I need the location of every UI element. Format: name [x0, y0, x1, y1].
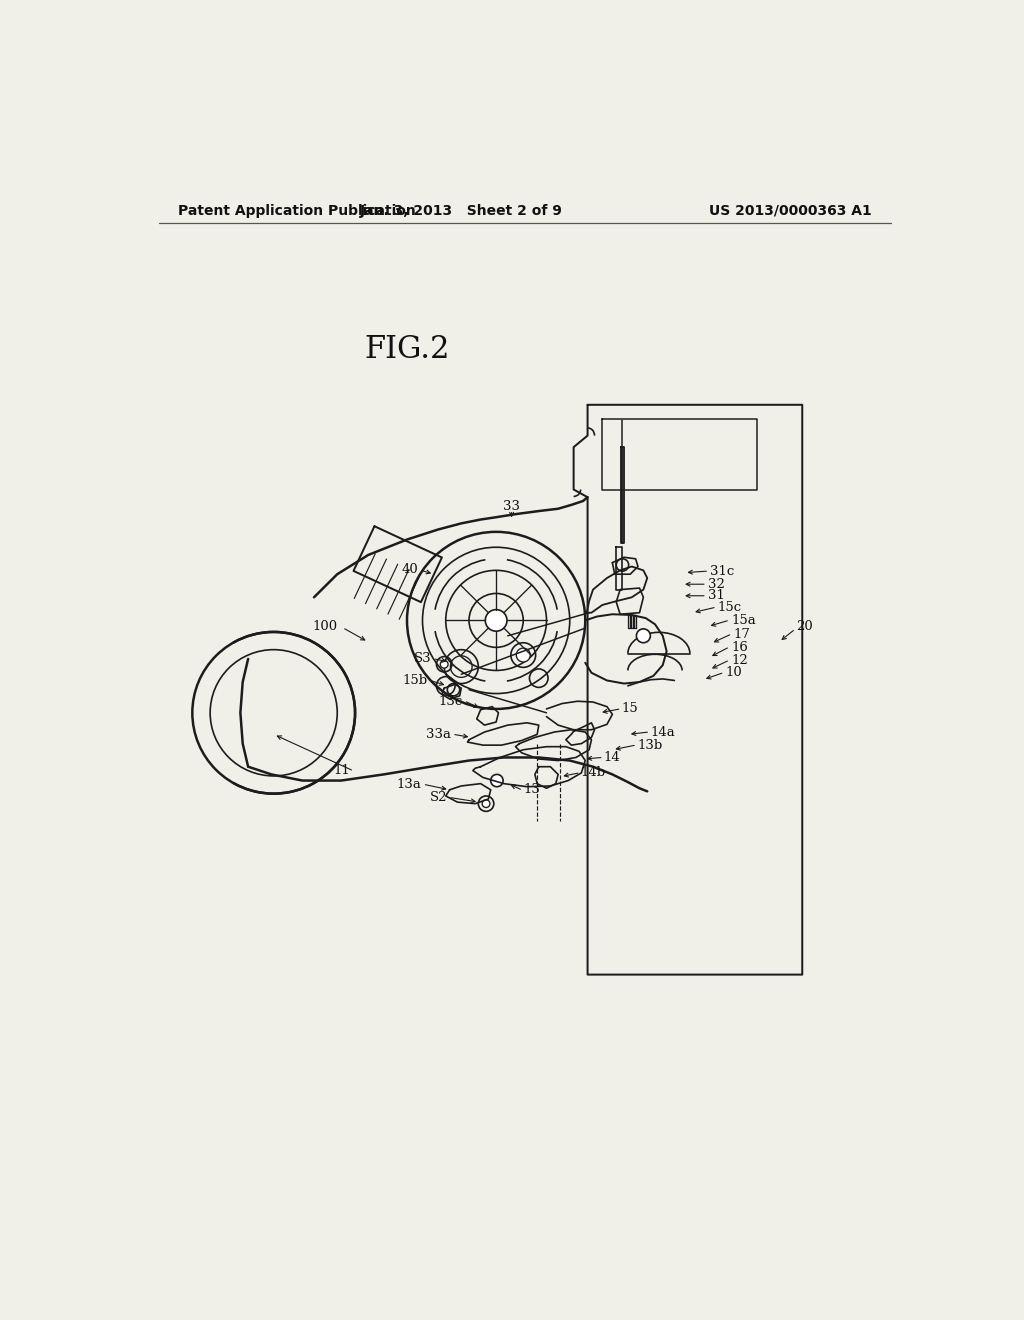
Text: 40: 40 — [401, 564, 419, 576]
Text: 20: 20 — [796, 620, 813, 634]
Text: 14a: 14a — [650, 726, 675, 739]
Circle shape — [482, 800, 489, 808]
Text: FIG.2: FIG.2 — [365, 334, 450, 364]
Text: 15: 15 — [622, 702, 638, 715]
Text: 13b: 13b — [637, 739, 663, 751]
Text: 32: 32 — [708, 578, 725, 591]
Text: 14b: 14b — [581, 767, 606, 779]
Text: 16: 16 — [731, 640, 748, 653]
Circle shape — [636, 628, 650, 643]
Text: 33a: 33a — [426, 727, 452, 741]
Circle shape — [485, 610, 507, 631]
Text: 100: 100 — [312, 620, 337, 634]
Circle shape — [490, 775, 503, 787]
Circle shape — [440, 660, 449, 668]
Text: 15b: 15b — [402, 675, 428, 686]
Text: 11: 11 — [334, 764, 350, 777]
Text: 10: 10 — [726, 667, 742, 680]
Text: 12: 12 — [731, 653, 748, 667]
Text: 13: 13 — [523, 783, 540, 796]
Text: 13a: 13a — [397, 777, 422, 791]
Text: US 2013/0000363 A1: US 2013/0000363 A1 — [710, 203, 872, 218]
Text: 14: 14 — [604, 751, 621, 764]
Text: 33: 33 — [503, 500, 520, 513]
Text: 31c: 31c — [710, 565, 734, 578]
Text: 13c: 13c — [438, 694, 463, 708]
Text: S2: S2 — [430, 791, 447, 804]
Text: Patent Application Publication: Patent Application Publication — [178, 203, 416, 218]
Text: 15c: 15c — [718, 601, 742, 614]
Circle shape — [516, 648, 530, 661]
Text: S3: S3 — [414, 652, 432, 665]
Text: 17: 17 — [733, 628, 751, 640]
Text: Jan. 3, 2013   Sheet 2 of 9: Jan. 3, 2013 Sheet 2 of 9 — [359, 203, 562, 218]
Text: 15a: 15a — [731, 614, 756, 627]
Text: 31: 31 — [708, 589, 725, 602]
